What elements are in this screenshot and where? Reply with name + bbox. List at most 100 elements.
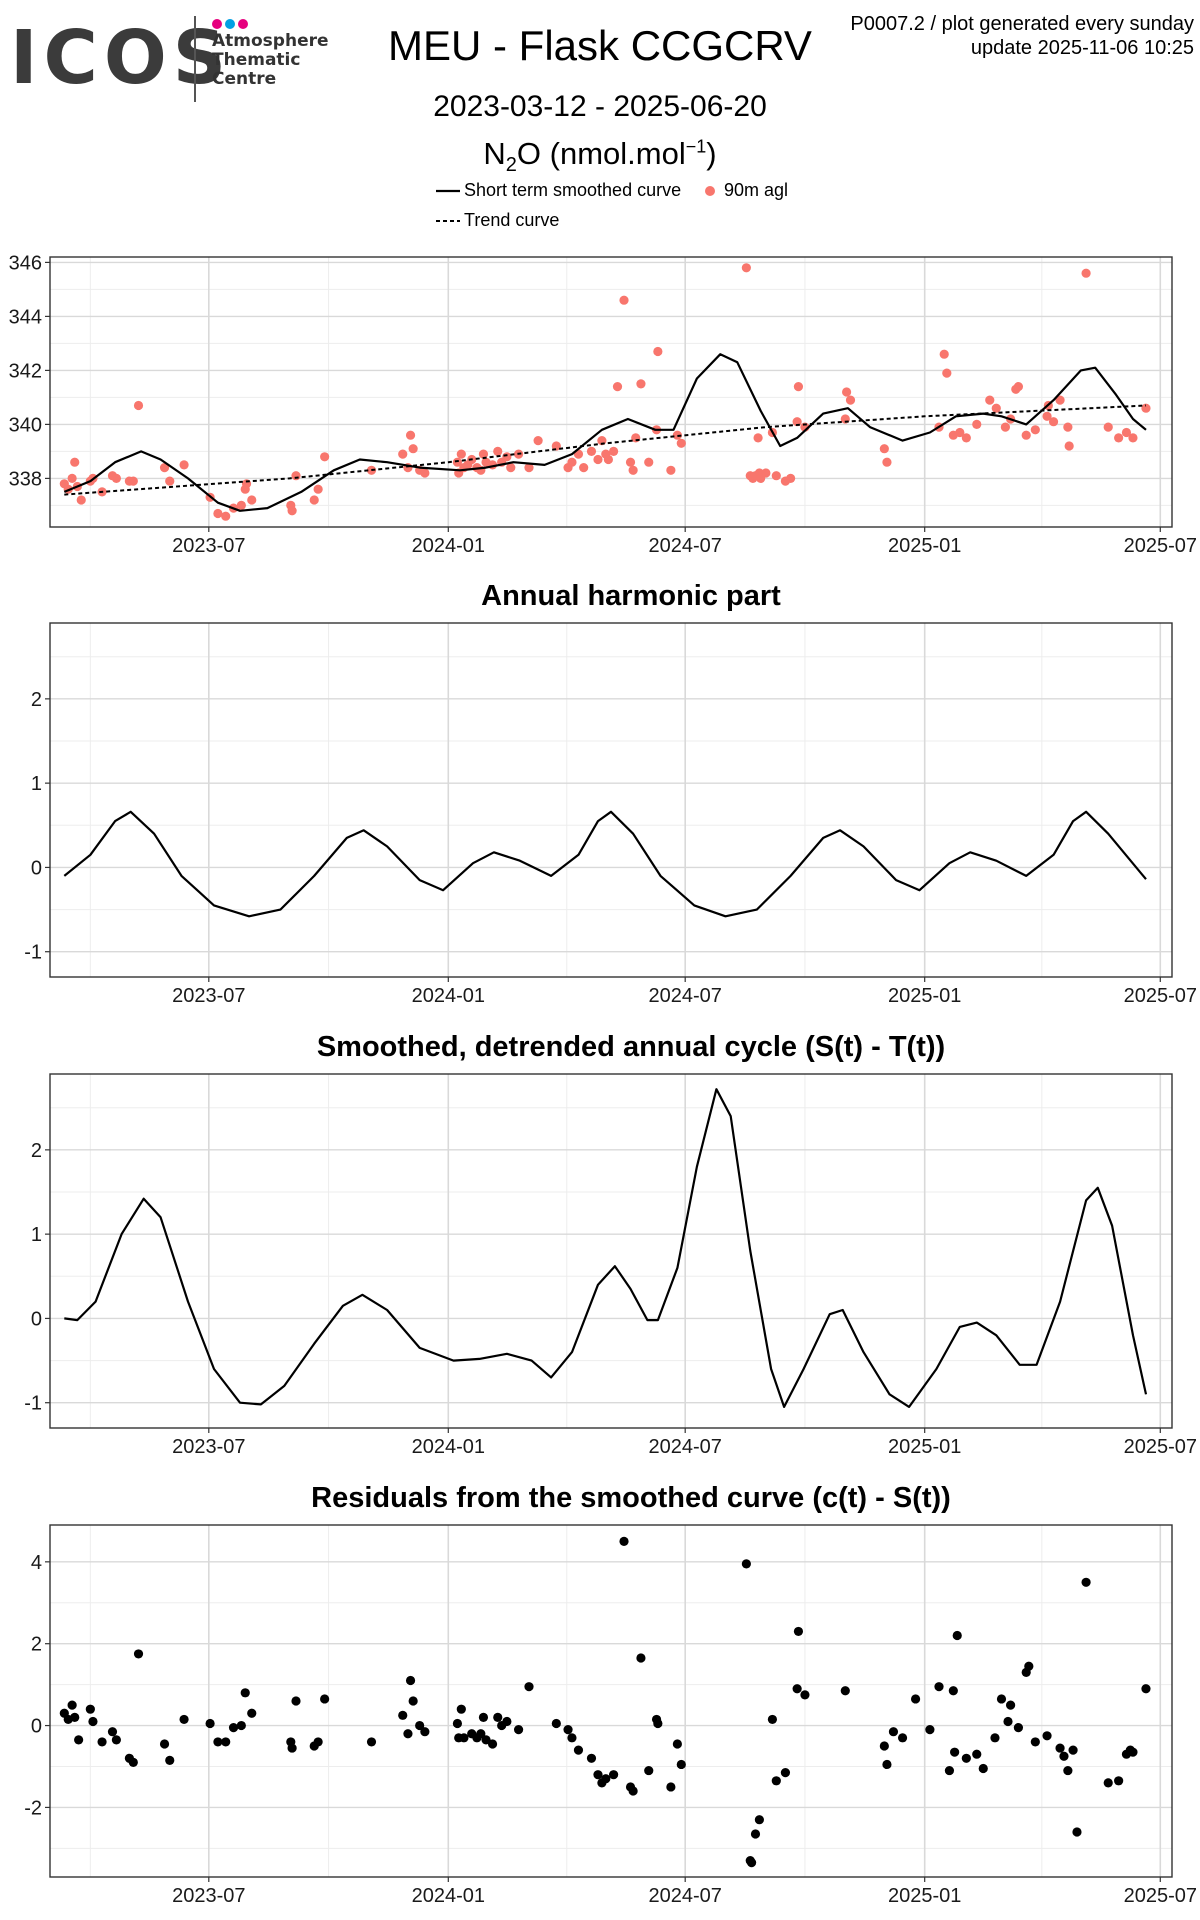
icos-logo-text: ICOS bbox=[10, 15, 233, 101]
data-point bbox=[165, 476, 175, 486]
residual-point bbox=[746, 1858, 757, 1868]
plot-title: MEU - Flask CCGCRV bbox=[388, 22, 812, 69]
residual-point bbox=[1005, 1700, 1016, 1710]
logo-dots bbox=[212, 16, 251, 34]
residual-point bbox=[551, 1718, 561, 1729]
data-point bbox=[586, 446, 597, 456]
residual-point bbox=[247, 1708, 257, 1718]
residual-point bbox=[978, 1763, 988, 1774]
data-point bbox=[955, 427, 965, 438]
y-tick-label: 4 bbox=[31, 1552, 42, 1574]
data-point bbox=[619, 295, 629, 305]
data-point bbox=[287, 506, 297, 516]
residual-point bbox=[1013, 1723, 1024, 1733]
data-point bbox=[405, 430, 416, 440]
panel-frame bbox=[49, 1524, 1173, 1878]
residual-point bbox=[644, 1765, 654, 1776]
data-point bbox=[593, 454, 603, 465]
data-point bbox=[76, 495, 86, 505]
data-point bbox=[1055, 395, 1065, 405]
y-tick-label: 1 bbox=[31, 773, 42, 795]
data-point bbox=[1021, 430, 1031, 440]
legend-key-dashed bbox=[436, 220, 460, 222]
x-tick-label: 2024-07 bbox=[648, 1436, 721, 1458]
data-point bbox=[625, 457, 636, 467]
x-tick-label: 2025-07 bbox=[1124, 985, 1197, 1007]
residual-point bbox=[948, 1686, 958, 1696]
data-point bbox=[133, 400, 144, 411]
residual-point bbox=[793, 1626, 804, 1637]
legend-smoothed: Short term smoothed curve bbox=[464, 180, 682, 200]
species-label: N2O (nmol.mol−1) bbox=[380, 136, 820, 177]
y-tick-label: 340 bbox=[9, 414, 42, 436]
data-point bbox=[420, 468, 430, 478]
residual-point bbox=[586, 1753, 597, 1763]
data-point bbox=[398, 449, 408, 459]
residual-point bbox=[85, 1704, 95, 1714]
logo-subtitle-line: Atmosphere bbox=[212, 31, 329, 51]
data-point bbox=[942, 368, 952, 378]
data-point bbox=[533, 436, 543, 446]
legend-points: 90m agl bbox=[724, 180, 789, 200]
data-point bbox=[1013, 382, 1024, 392]
x-tick-label: 2024-07 bbox=[648, 535, 721, 557]
residual-point bbox=[897, 1733, 908, 1743]
y-tick-label: 2 bbox=[31, 1634, 42, 1656]
data-point bbox=[1048, 417, 1059, 427]
data-point bbox=[478, 449, 489, 459]
data-point bbox=[845, 395, 856, 405]
residual-point bbox=[1042, 1731, 1052, 1741]
residual-point bbox=[88, 1716, 98, 1727]
residual-point bbox=[925, 1725, 935, 1735]
residual-point bbox=[666, 1782, 676, 1792]
data-point bbox=[1000, 422, 1010, 432]
data-point bbox=[653, 346, 663, 357]
data-point bbox=[452, 457, 463, 467]
residual-point bbox=[133, 1649, 144, 1659]
data-point bbox=[961, 433, 971, 443]
x-tick-label: 2025-01 bbox=[888, 1436, 961, 1458]
data-point bbox=[1103, 422, 1113, 432]
residual-point bbox=[750, 1829, 761, 1839]
residual-point bbox=[313, 1737, 323, 1747]
data-point bbox=[972, 419, 982, 429]
chart-panel-4: 2023-07 2024-01 2024-07 2025-01 2025-07 -2 0 2 4… bbox=[24, 1482, 1197, 1907]
x-tick-label: 2025-07 bbox=[1124, 535, 1197, 557]
species-unit: O (nmol.mol bbox=[516, 136, 686, 171]
residual-point bbox=[1072, 1827, 1082, 1837]
residual-point bbox=[840, 1686, 850, 1696]
logo-dot-3 bbox=[238, 19, 248, 29]
data-point bbox=[579, 463, 589, 473]
residual-point bbox=[619, 1536, 629, 1546]
x-tick-label: 2025-07 bbox=[1124, 1436, 1197, 1458]
residual-point bbox=[287, 1743, 297, 1753]
data-point bbox=[1030, 425, 1040, 435]
data-point bbox=[1141, 403, 1151, 413]
x-tick-label: 2025-01 bbox=[888, 985, 961, 1007]
panel-title: Annual harmonic part bbox=[481, 580, 781, 612]
residual-point bbox=[952, 1630, 962, 1641]
y-tick-label: -2 bbox=[24, 1797, 42, 1819]
residual-point bbox=[800, 1690, 810, 1700]
species-superscript: −1 bbox=[685, 136, 707, 157]
data-point bbox=[456, 449, 466, 459]
logo-dot-1 bbox=[212, 19, 222, 29]
residual-point bbox=[291, 1696, 301, 1706]
residual-point bbox=[1024, 1661, 1034, 1671]
data-point bbox=[179, 460, 189, 470]
residual-point bbox=[1141, 1684, 1151, 1694]
x-tick-label: 2025-01 bbox=[888, 535, 961, 557]
logo-subtitle-line: Centre bbox=[212, 69, 277, 89]
data-point bbox=[247, 495, 257, 505]
residual-point bbox=[934, 1682, 944, 1692]
data-point bbox=[236, 500, 246, 510]
series-line-smoothed bbox=[63, 810, 1147, 918]
chart-panel-1: 2023-07 2024-01 2024-07 2025-01 2025-07 338 34… bbox=[9, 252, 1197, 557]
residual-point bbox=[593, 1770, 603, 1780]
chart-panel-2: 2023-07 2024-01 2024-07 2025-01 2025-07 -1 0 1 2… bbox=[24, 580, 1197, 1007]
residual-point bbox=[1114, 1776, 1124, 1786]
residual-point bbox=[228, 1723, 239, 1733]
residual-point bbox=[236, 1720, 246, 1731]
data-point bbox=[603, 454, 613, 465]
